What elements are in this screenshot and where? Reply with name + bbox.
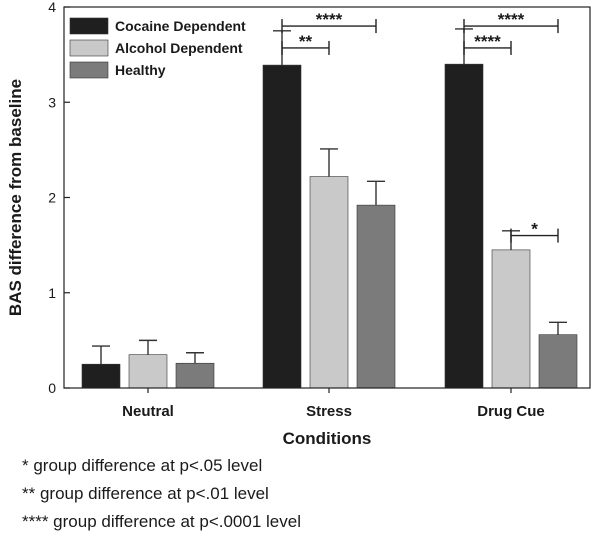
legend-swatch-0 <box>69 17 109 35</box>
footnote-p05: * group difference at p<.05 level <box>22 456 263 475</box>
bar-1-0 <box>128 354 168 389</box>
bar-0-1 <box>262 64 302 389</box>
legend-label-2: Healthy <box>115 62 166 78</box>
x-tick-label-1: Stress <box>306 403 352 420</box>
y-tick-label-4: 4 <box>48 0 56 15</box>
sig-label-0: **** <box>316 10 343 29</box>
y-tick-label-1: 1 <box>48 285 56 301</box>
legend-swatch-2 <box>69 61 109 79</box>
bar-1-1 <box>309 176 349 389</box>
sig-label-2: **** <box>498 10 525 29</box>
bar-chart: 0 1 2 3 4 Neutral Stress Drug Cue Conditions BAS … <box>6 0 591 448</box>
legend-label-1: Alcohol Dependent <box>115 40 243 56</box>
footnotes: * group difference at p<.05 level ** gro… <box>22 452 301 536</box>
y-tick-label-0: 0 <box>48 380 56 396</box>
bar-0-0 <box>81 363 121 389</box>
bar-0-2 <box>444 63 484 389</box>
sig-label-1: ** <box>299 32 313 51</box>
y-tick-label-2: 2 <box>48 190 56 206</box>
x-tick-label-0: Neutral <box>122 403 174 420</box>
footnote-p0001: **** group difference at p<.0001 level <box>22 512 301 531</box>
bar-2-2 <box>538 334 578 389</box>
x-tick-label-2: Drug Cue <box>477 403 545 420</box>
legend-swatch-1 <box>69 39 109 57</box>
y-tick-label-3: 3 <box>48 94 56 110</box>
bar-2-0 <box>175 362 215 389</box>
y-axis-title: BAS difference from baseline <box>6 79 25 316</box>
legend-label-0: Cocaine Dependent <box>115 18 246 34</box>
bar-2-1 <box>356 204 396 389</box>
sig-label-4: * <box>531 220 538 239</box>
footnote-p01: ** group difference at p<.01 level <box>22 484 269 503</box>
sig-label-3: **** <box>474 32 501 51</box>
bar-1-2 <box>491 249 531 389</box>
x-axis-title: Conditions <box>283 429 372 448</box>
